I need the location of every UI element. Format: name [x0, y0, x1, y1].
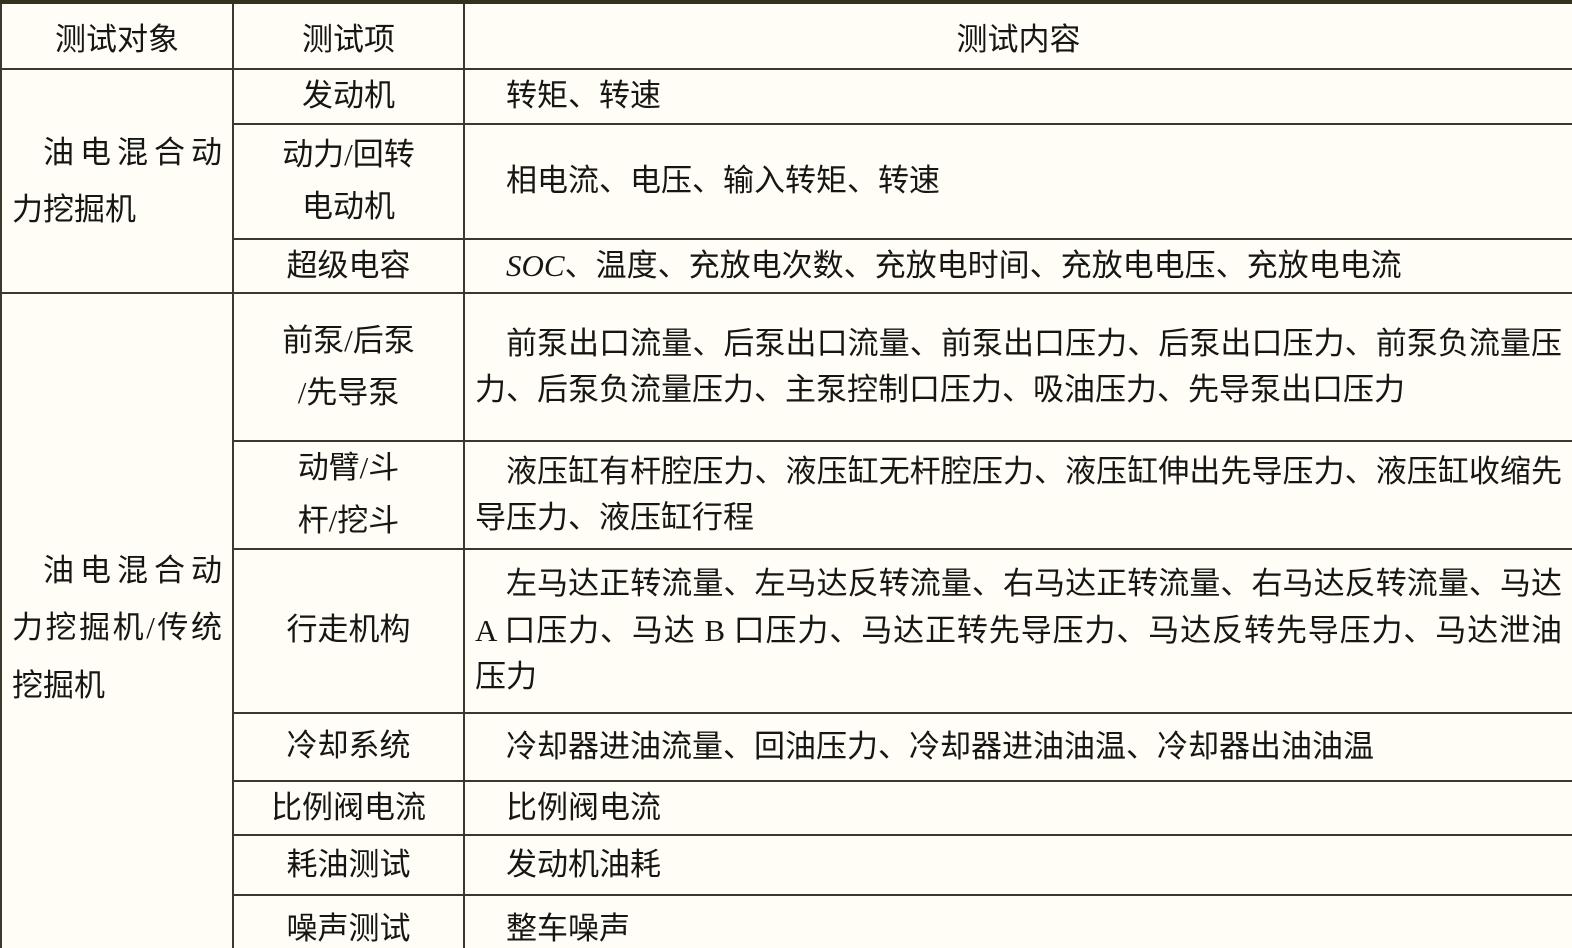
cell-item-noise-test: 噪声测试 [232, 894, 465, 948]
cell-item-proportional-valve-current: 比例阀电流 [232, 779, 465, 837]
table-body: 油电混合动力挖掘机 发动机 转矩、转速 动力/回转 电动机 相电流、电压、输入转… [0, 67, 1572, 948]
table-row: 动力/回转 电动机 相电流、电压、输入转矩、转速 [1, 122, 1572, 240]
cell-content-supercapacitor: SOC、温度、充放电次数、充放电时间、充放电电压、充放电电流 [463, 237, 1572, 295]
cell-item-travel-mechanism: 行走机构 [232, 547, 465, 714]
table-row: 比例阀电流 比例阀电流 [1, 779, 1572, 837]
table-row: 超级电容 SOC、温度、充放电次数、充放电时间、充放电电压、充放电电流 [1, 237, 1572, 295]
table-row: 噪声测试 整车噪声 [1, 894, 1572, 948]
header-test-object: 测试对象 [0, 1, 234, 70]
table-row: 行走机构 左马达正转流量、左马达反转流量、右马达正转流量、右马达反转流量、马达 … [1, 547, 1572, 714]
table-row: 油电混合动力挖掘机 发动机 转矩、转速 [0, 67, 1572, 295]
table-header: 测试对象 测试项 测试内容 [0, 1, 1572, 70]
cell-item-boom-arm-bucket: 动臂/斗 杆/挖斗 [232, 440, 465, 550]
cell-object-hybrid-excavator: 油电混合动力挖掘机 [0, 67, 234, 295]
table-row: 冷却系统 冷却器进油流量、回油压力、冷却器进油油温、冷却器出油油温 [1, 711, 1572, 782]
cell-content-boom-arm-bucket: 液压缸有杆腔压力、液压缸无杆腔压力、液压缸伸出先导压力、液压缸收缩先导压力、液压… [463, 440, 1572, 550]
cell-object-hybrid-or-traditional-excavator: 油电混合动力挖掘机/传统挖掘机 [0, 292, 234, 948]
cell-content-noise-test: 整车噪声 [463, 894, 1572, 948]
cell-item-power-swing-motor: 动力/回转 电动机 [232, 122, 465, 240]
table-row: 油电混合动力挖掘机/传统挖掘机 前泵/后泵 /先导泵 前泵出口流量、后泵出口流量… [0, 292, 1572, 948]
table-row: 动臂/斗 杆/挖斗 液压缸有杆腔压力、液压缸无杆腔压力、液压缸伸出先导压力、液压… [1, 440, 1572, 550]
cell-content-fuel-consumption-test: 发动机油耗 [463, 834, 1572, 897]
cell-item-supercapacitor: 超级电容 [232, 237, 465, 295]
cell-content-travel-mechanism: 左马达正转流量、左马达反转流量、右马达正转流量、右马达反转流量、马达 A 口压力… [463, 547, 1572, 714]
soc-italic-label: SOC [506, 247, 565, 283]
cell-item-cooling-system: 冷却系统 [232, 711, 465, 782]
table-row: 耗油测试 发动机油耗 [1, 834, 1572, 897]
header-row: 测试对象 测试项 测试内容 [0, 1, 1572, 70]
header-test-content: 测试内容 [463, 1, 1572, 70]
cell-content-pumps: 前泵出口流量、后泵出口流量、前泵出口压力、后泵出口压力、前泵负流量压力、后泵负流… [463, 292, 1572, 443]
header-test-item: 测试项 [232, 1, 465, 70]
cell-content-proportional-valve-current: 比例阀电流 [463, 779, 1572, 837]
cell-item-pumps: 前泵/后泵 /先导泵 [232, 292, 465, 443]
cell-content-power-swing-motor: 相电流、电压、输入转矩、转速 [463, 122, 1572, 240]
cell-item-fuel-consumption-test: 耗油测试 [232, 834, 465, 897]
cell-content-engine: 转矩、转速 [463, 68, 1572, 125]
supercapacitor-content-text: 、温度、充放电次数、充放电时间、充放电电压、充放电电流 [564, 247, 1402, 283]
cell-item-engine: 发动机 [232, 68, 465, 125]
cell-content-cooling-system: 冷却器进油流量、回油压力、冷却器进油油温、冷却器出油油温 [463, 711, 1572, 782]
